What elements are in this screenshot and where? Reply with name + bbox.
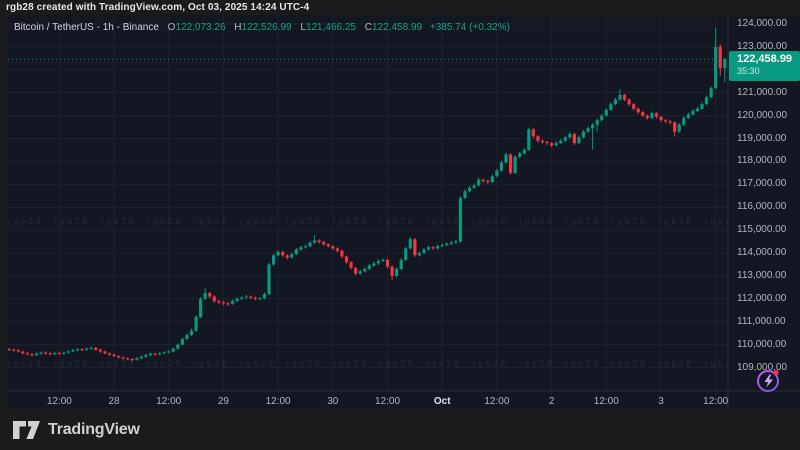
close-value: 122,458.99 [372, 22, 423, 33]
time-tick-label: 29 [217, 396, 229, 407]
high-label: H [234, 22, 242, 33]
last-price-badge: 122,458.99 35:30 [729, 51, 800, 82]
symbol-legend: Bitcoin / TetherUS - 1h - Binance O122,0… [14, 22, 510, 33]
bar-countdown: 35:30 [737, 66, 760, 77]
tradingview-logo-icon[interactable] [13, 420, 40, 439]
symbol-title: Bitcoin / TetherUS - 1h - Binance [14, 22, 159, 33]
watermark-band: rgb28 rgb28 rgb28 rgb28 rgb28 rgb28 rgb2… [8, 359, 728, 368]
lightning-icon[interactable] [756, 367, 782, 393]
time-tick-label: 12:00 [265, 396, 291, 407]
price-tick-label: 117,000.00 [737, 178, 787, 190]
price-tick-label: 114,000.00 [737, 247, 787, 258]
price-tick-label: 121,000.00 [737, 86, 788, 98]
price-tick-label: 116,000.00 [737, 201, 787, 213]
last-price-value: 122,458.99 [737, 53, 793, 66]
chart-pane: rgb28 rgb28 rgb28 rgb28 rgb28 rgb28 rgb2… [8, 15, 800, 409]
time-tick-label: 3 [658, 396, 664, 407]
price-tick-label: 112,000.00 [737, 292, 787, 304]
price-tick-label: 109,000.00 [737, 361, 788, 373]
low-value: 121,466.25 [305, 22, 356, 33]
tradingview-brand-text[interactable]: TradingView [48, 420, 140, 438]
open-label: O [167, 22, 176, 33]
time-tick-label: 2 [548, 396, 555, 407]
watermark-band: rgb28 rgb28 rgb28 rgb28 rgb28 rgb28 rgb2… [8, 217, 728, 226]
high-value: 122,526.99 [241, 22, 292, 33]
time-tick-label: 12:00 [374, 396, 401, 407]
price-tick-label: 118,000.00 [737, 155, 787, 167]
candlestick-chart[interactable] [8, 15, 800, 409]
price-tick-label: 110,000.00 [737, 338, 787, 350]
time-tick-label: 12:00 [703, 396, 729, 407]
time-tick-label: 12:00 [46, 396, 72, 407]
attribution-text: rgb28 created with TradingView.com, Oct … [6, 2, 310, 13]
footer-bar: TradingView [0, 409, 800, 450]
price-tick-label: 119,000.00 [737, 132, 787, 144]
time-tick-label: 30 [327, 396, 339, 407]
time-tick-label: 28 [108, 396, 120, 407]
price-tick-label: 113,000.00 [737, 269, 787, 281]
open-value: 122,073.26 [175, 22, 226, 33]
price-tick-label: 123,000.00 [737, 40, 788, 52]
price-tick-label: 120,000.00 [737, 109, 788, 121]
price-tick-label: 115,000.00 [737, 224, 787, 236]
low-label: L [300, 22, 306, 33]
attribution-bar: rgb28 created with TradingView.com, Oct … [0, 0, 800, 15]
close-label: C [364, 22, 373, 33]
time-tick-label: 12:00 [484, 396, 510, 407]
price-tick-label: 124,000.00 [737, 18, 788, 29]
price-tick-label: 111,000.00 [737, 315, 786, 327]
time-tick-label: 12:00 [593, 396, 619, 407]
change-value: +385.74 (+0.32%) [429, 22, 510, 33]
time-tick-label: Oct [433, 396, 451, 407]
time-tick-label: 12:00 [156, 396, 182, 407]
